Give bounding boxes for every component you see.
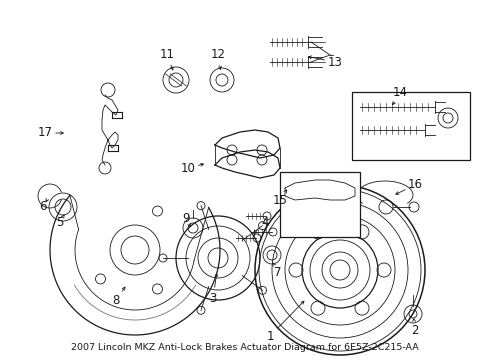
Text: 6: 6 — [39, 201, 47, 213]
Text: 11: 11 — [159, 49, 174, 62]
Text: 2: 2 — [410, 324, 418, 337]
Bar — [280, 172, 359, 237]
Text: 12: 12 — [210, 49, 225, 62]
Text: 13: 13 — [327, 55, 342, 68]
Text: 8: 8 — [112, 293, 120, 306]
Text: 10: 10 — [180, 162, 195, 175]
Text: 1: 1 — [265, 329, 273, 342]
Text: 2007 Lincoln MKZ Anti-Lock Brakes Actuator Diagram for 6E5Z-2C215-AA: 2007 Lincoln MKZ Anti-Lock Brakes Actuat… — [70, 343, 418, 352]
Text: 9: 9 — [182, 211, 189, 225]
Text: 3: 3 — [209, 292, 216, 305]
Text: 17: 17 — [38, 126, 52, 139]
Text: 5: 5 — [56, 216, 63, 229]
Text: 7: 7 — [274, 266, 281, 279]
Text: 14: 14 — [392, 86, 407, 99]
Text: 4: 4 — [261, 216, 268, 229]
Text: 15: 15 — [272, 194, 287, 207]
Bar — [351, 92, 469, 160]
Text: 16: 16 — [407, 179, 422, 192]
